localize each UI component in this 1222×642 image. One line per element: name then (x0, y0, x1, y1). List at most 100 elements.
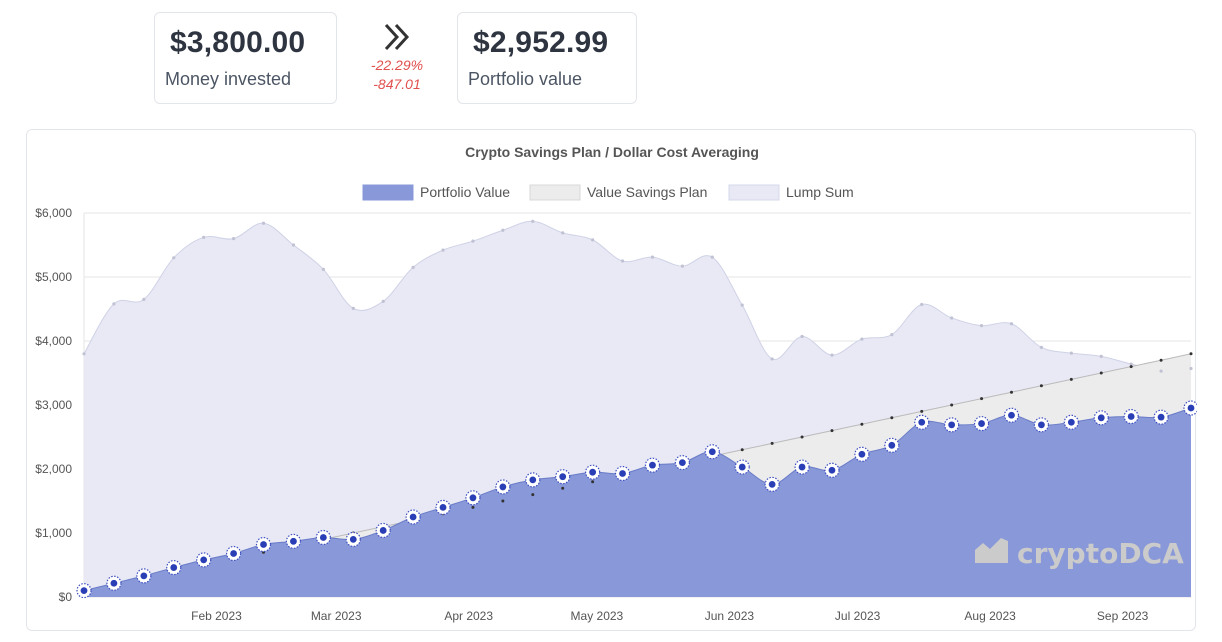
portfolio-value-point-core (439, 504, 447, 511)
value-savings-plan-point (950, 403, 954, 407)
portfolio-value-point-core (80, 587, 88, 594)
lump-sum-point (800, 334, 804, 339)
lump-sum-point (202, 235, 206, 239)
legend-swatch-portfolio-value (362, 184, 414, 201)
legend-item-lump-sum[interactable]: Lump Sum (728, 184, 854, 201)
portfolio-value-point-core (1038, 421, 1045, 429)
lump-sum-point (1069, 351, 1073, 355)
value-savings-plan-point (1039, 384, 1043, 388)
change-percent: -22.29% (370, 57, 424, 73)
lump-sum-point (501, 228, 505, 232)
x-axis-ticks: Feb 2023 Mar 2023 Apr 2023 May 2023 Jun 2023… (191, 609, 1148, 623)
lump-sum-point (531, 219, 535, 223)
portfolio-value-area (84, 408, 1191, 597)
legend-item-value-savings-plan[interactable]: Value Savings Plan (529, 184, 707, 201)
double-chevron-right-icon (384, 23, 410, 51)
portfolio-value-point-core (708, 448, 716, 456)
lump-sum-point (172, 256, 176, 260)
portfolio-value-point-core (1157, 413, 1165, 421)
lump-sum-point (620, 259, 625, 263)
bar-chart-icon (975, 538, 1008, 563)
legend-label-lump-sum: Lump Sum (786, 184, 854, 200)
lump-sum-point (441, 248, 445, 252)
portfolio-value-label: Portfolio value (468, 69, 583, 89)
legend-swatch-value-savings-plan (529, 184, 581, 201)
x-tick-label: Sep 2023 (1097, 609, 1149, 623)
portfolio-value-point-core (1127, 413, 1135, 420)
value-savings-plan-point (501, 499, 505, 503)
x-tick-label: Mar 2023 (311, 609, 362, 623)
legend-label-value-savings-plan: Value Savings Plan (587, 184, 707, 200)
portfolio-value-point-core (738, 463, 746, 471)
lump-sum-point (82, 352, 86, 356)
portfolio-value-point-core (858, 450, 866, 458)
lump-sum-point (770, 357, 774, 361)
portfolio-value-point-core (768, 480, 776, 488)
y-axis-ticks: $0 $1,000 $2,000 $3,000 $4,000 $5,000 $6,000 (35, 206, 72, 604)
lump-sum-line (83, 220, 1192, 372)
lump-sum-point (1189, 366, 1193, 371)
value-savings-plan-point (471, 505, 475, 509)
dca-chart: Crypto Savings Plan / Dollar Cost Averag… (35, 144, 1197, 623)
lump-sum-point (1009, 322, 1014, 326)
value-savings-plan-point (1159, 358, 1163, 362)
portfolio-value-point-core (379, 527, 387, 534)
money-invested-label: Money invested (165, 69, 292, 89)
portfolio-value-point-core (918, 418, 926, 426)
x-tick-label: Feb 2023 (191, 609, 242, 623)
portfolio-value-point-core (469, 494, 477, 502)
x-tick-label: Aug 2023 (964, 609, 1016, 623)
lump-sum-point (351, 306, 355, 310)
lump-sum-point (1039, 345, 1044, 349)
lump-sum-point (890, 333, 894, 337)
portfolio-value-point-core (499, 483, 507, 491)
lump-sum-point (291, 243, 296, 247)
value-savings-plan-point (770, 441, 774, 445)
lump-sum-point (979, 324, 984, 328)
watermark: cryptoDCA (975, 537, 1184, 570)
portfolio-value-point-core (1187, 404, 1195, 412)
lump-sum-point (231, 237, 236, 241)
portfolio-value-point-core (110, 579, 118, 587)
y-tick-label: $6,000 (35, 206, 72, 220)
value-savings-plan-point (531, 493, 535, 497)
value-savings-plan-point (980, 397, 984, 401)
portfolio-value-point-core (529, 476, 537, 484)
x-tick-label: Apr 2023 (444, 609, 493, 623)
x-tick-label: Jul 2023 (835, 609, 881, 623)
portfolio-value-point-core (678, 459, 686, 466)
portfolio-value-point-core (559, 473, 567, 481)
portfolio-value-point-core (1067, 418, 1075, 426)
value-savings-plan-point (830, 429, 834, 433)
lump-sum-point (471, 239, 475, 243)
y-tick-label: $5,000 (35, 270, 72, 284)
lump-sum-point (740, 303, 744, 307)
lump-sum-point (112, 302, 116, 306)
portfolio-value-card: $2,952.99 Portfolio value (457, 12, 637, 104)
money-invested-value: $3,800.00 (170, 26, 306, 59)
portfolio-value-point-core (978, 420, 985, 427)
portfolio-value-point-core (828, 466, 836, 474)
portfolio-value-point-core (170, 564, 178, 571)
portfolio-value-point-core (1008, 411, 1015, 419)
value-savings-plan-point (1069, 377, 1073, 381)
lump-sum-point (950, 316, 954, 320)
x-tick-label: May 2023 (571, 609, 624, 623)
change-indicator: -22.29% -847.01 (362, 22, 432, 94)
value-savings-plan-point (591, 480, 595, 484)
money-invested-card: $3,800.00 Money invested (154, 12, 337, 104)
portfolio-value-point-core (200, 556, 208, 564)
lump-sum-point (860, 337, 864, 341)
y-tick-label: $4,000 (35, 334, 72, 348)
chart-title: Crypto Savings Plan / Dollar Cost Averag… (465, 144, 759, 160)
portfolio-value-point-core (948, 421, 956, 429)
y-tick-label: $3,000 (35, 398, 72, 412)
portfolio-value-point-core (798, 463, 806, 471)
x-tick-label: Jun 2023 (705, 609, 755, 623)
legend-swatch-lump-sum (728, 184, 780, 201)
chart-legend: Portfolio Value Value Savings Plan Lump … (362, 184, 854, 201)
lump-sum-point (1159, 369, 1163, 373)
value-savings-plan-point (740, 448, 744, 452)
lump-sum-point (142, 297, 146, 301)
legend-item-portfolio-value[interactable]: Portfolio Value (362, 184, 510, 201)
